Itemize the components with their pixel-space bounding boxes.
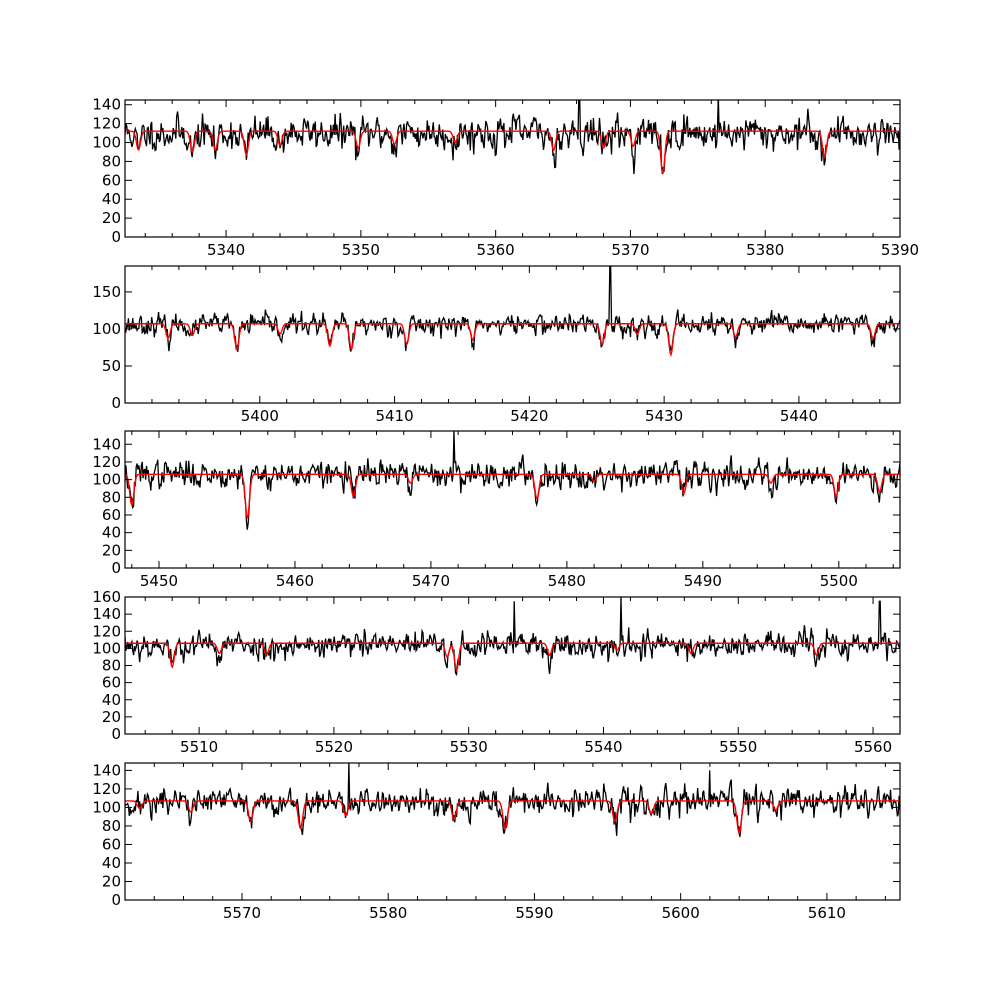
x-tick-label: 5520 [315, 738, 353, 756]
x-tick-label: 5460 [276, 572, 314, 590]
y-tick-label: 100 [92, 471, 121, 489]
panel-1: 5340 5350 5360 5370 5380 5390 0204060801001201… [92, 96, 919, 259]
y-tick-label: 80 [102, 657, 121, 675]
panel-4: 5510 5520 5530 5540 5550 55600204060801001201… [92, 588, 901, 756]
y-tick-label: 100 [92, 798, 121, 816]
y-tick-label: 40 [102, 190, 121, 208]
y-tick-label: 20 [102, 872, 121, 890]
x-tick-label: 5500 [820, 572, 858, 590]
x-tick-label: 5450 [140, 572, 178, 590]
y-tick-label: 20 [102, 708, 121, 726]
x-tick-label: 5350 [342, 241, 380, 259]
observed-spectrum-line [125, 431, 900, 530]
y-tick-label: 120 [92, 780, 121, 798]
model-spectrum-line [125, 323, 900, 358]
y-tick-label: 20 [102, 209, 121, 227]
x-tick-label: 5580 [369, 904, 407, 922]
y-tick-label: 50 [102, 357, 121, 375]
x-tick-label: 5360 [477, 241, 515, 259]
x-tick-label: 5390 [881, 241, 919, 259]
y-tick-label: 120 [92, 453, 121, 471]
axes-frame [124, 430, 901, 569]
axes-frame [124, 99, 901, 238]
model-spectrum-line [125, 642, 900, 673]
y-tick-label: 0 [111, 725, 121, 743]
x-tick-label: 5600 [662, 904, 700, 922]
x-tick-label: 5370 [611, 241, 649, 259]
y-tick-label: 60 [102, 171, 121, 189]
y-tick-label: 0 [111, 228, 121, 246]
y-tick-label: 60 [102, 506, 121, 524]
x-tick-label: 5470 [412, 572, 450, 590]
x-tick-label: 5480 [548, 572, 586, 590]
panel-2: 5400 5410 5420 5430 5440 0 50 100 150 [92, 265, 901, 425]
y-tick-label: 100 [92, 639, 121, 657]
y-tick-label: 0 [111, 559, 121, 577]
model-spectrum-line [125, 473, 900, 519]
axes-frame [124, 762, 901, 901]
x-tick-label: 5490 [684, 572, 722, 590]
x-tick-label: 5440 [780, 407, 818, 425]
y-tick-label: 80 [102, 817, 121, 835]
model-spectrum-line [125, 800, 900, 836]
y-tick-label: 40 [102, 854, 121, 872]
y-tick-label: 150 [92, 283, 121, 301]
observed-spectrum-line [125, 763, 900, 838]
model-spectrum-line [125, 130, 900, 174]
observed-spectrum-line [125, 266, 900, 352]
y-tick-label: 40 [102, 524, 121, 542]
x-tick-label: 5570 [223, 904, 261, 922]
x-tick-label: 5560 [854, 738, 892, 756]
x-tick-label: 5340 [207, 241, 245, 259]
x-tick-label: 5430 [645, 407, 683, 425]
x-tick-label: 5530 [450, 738, 488, 756]
y-tick-label: 20 [102, 541, 121, 559]
y-tick-label: 0 [111, 891, 121, 909]
x-tick-label: 5420 [510, 407, 548, 425]
y-tick-label: 140 [92, 96, 121, 114]
y-tick-label: 120 [92, 115, 121, 133]
y-tick-label: 120 [92, 622, 121, 640]
observed-spectrum-line [125, 597, 900, 677]
y-tick-label: 140 [92, 435, 121, 453]
x-tick-label: 5540 [584, 738, 622, 756]
y-tick-label: 80 [102, 488, 121, 506]
observed-spectrum-line [125, 100, 900, 175]
y-tick-label: 60 [102, 674, 121, 692]
x-tick-label: 5550 [719, 738, 757, 756]
x-tick-label: 5610 [808, 904, 846, 922]
y-tick-label: 60 [102, 835, 121, 853]
y-tick-label: 0 [111, 394, 121, 412]
x-tick-label: 5510 [180, 738, 218, 756]
y-tick-label: 40 [102, 691, 121, 709]
y-tick-label: 140 [92, 761, 121, 779]
y-tick-label: 140 [92, 605, 121, 623]
axes-frame [124, 265, 901, 404]
panel-3: 5450 5460 5470 5480 5490 5500 0204060801001201… [92, 430, 901, 590]
x-tick-label: 5380 [746, 241, 784, 259]
y-tick-label: 160 [92, 588, 121, 606]
y-tick-label: 100 [92, 134, 121, 152]
x-tick-label: 5590 [515, 904, 553, 922]
x-tick-label: 5400 [241, 407, 279, 425]
y-tick-label: 100 [92, 320, 121, 338]
x-tick-label: 5410 [375, 407, 413, 425]
axes-frame [124, 596, 901, 735]
y-tick-label: 80 [102, 152, 121, 170]
